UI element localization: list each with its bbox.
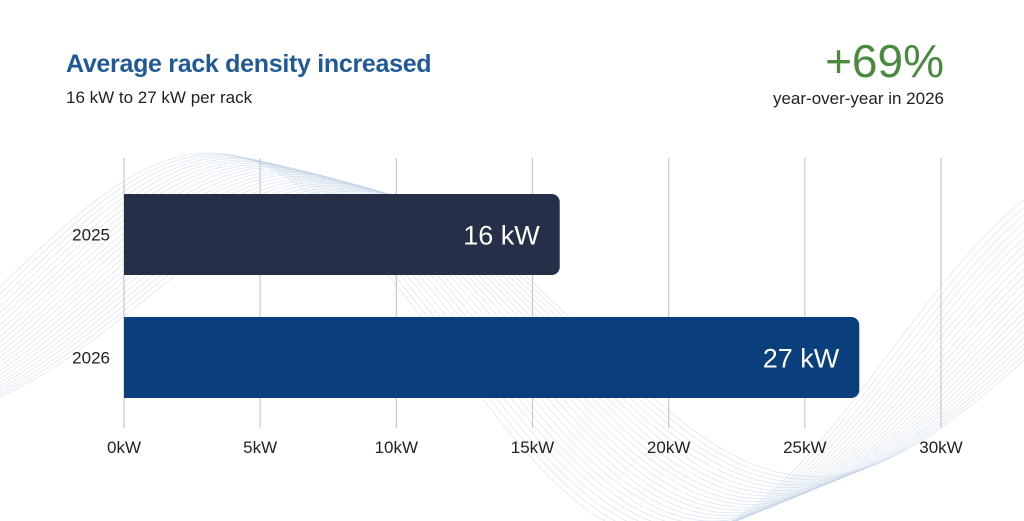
y-category-label: 2026 [72, 349, 110, 368]
x-tick-label: 30kW [919, 438, 962, 457]
chart-subtitle: 16 kW to 27 kW per rack [66, 88, 253, 107]
wave-line [0, 158, 1024, 521]
y-category-label: 2025 [72, 226, 110, 245]
chart-title: Average rack density increased [66, 50, 432, 78]
x-tick-label: 20kW [647, 438, 690, 457]
wave-line [0, 155, 1024, 521]
wave-line [0, 153, 1024, 521]
x-tick-label: 10kW [375, 438, 418, 457]
x-tick-label: 5kW [243, 438, 277, 457]
x-tick-label: 15kW [511, 438, 554, 457]
bar-value-label: 16 kW [463, 221, 540, 251]
x-tick-label: 25kW [783, 438, 826, 457]
wave-line [0, 156, 1024, 521]
x-tick-label: 0kW [107, 438, 141, 457]
bar-value-label: 27 kW [763, 344, 840, 374]
growth-percentage: +69% [825, 35, 944, 87]
wave-line [0, 152, 1024, 521]
bar-2026 [124, 317, 860, 398]
growth-caption: year-over-year in 2026 [772, 89, 944, 108]
bar-2025 [124, 194, 560, 275]
